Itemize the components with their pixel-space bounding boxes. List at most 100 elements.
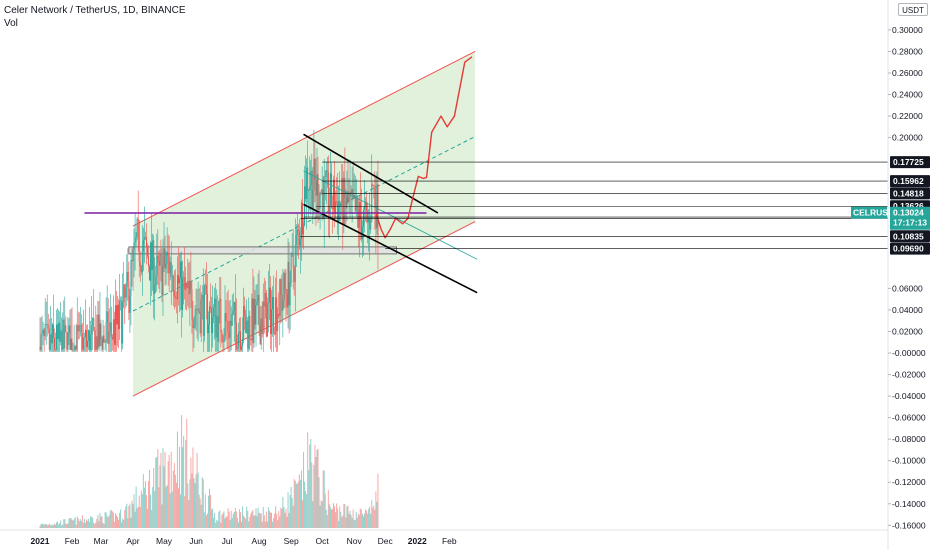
candle-body — [202, 295, 204, 336]
volume-bar — [342, 515, 344, 528]
candle-body — [314, 158, 316, 180]
volume-bar — [349, 510, 351, 528]
candle-body — [171, 276, 173, 277]
candle-body — [344, 177, 346, 198]
volume-bar — [197, 472, 199, 528]
volume-bar — [315, 456, 317, 528]
candle-body — [292, 253, 294, 269]
candle-body — [328, 205, 330, 213]
candle-body — [70, 338, 72, 350]
volume-bar — [366, 510, 368, 528]
candle-body — [56, 324, 58, 350]
volume-bar — [130, 517, 132, 528]
volume-bar — [364, 513, 366, 528]
candle-body — [60, 330, 62, 342]
candle-body — [289, 282, 291, 306]
candle-body — [205, 284, 207, 294]
volume-bar — [308, 470, 310, 528]
volume-bar — [319, 505, 321, 528]
symbol-title[interactable]: Celer Network / TetherUS, 1D, BINANCE — [4, 5, 186, 16]
volume-bar — [186, 418, 188, 528]
candle-body — [163, 248, 165, 266]
y-tick-label: 0.30000 — [892, 25, 923, 35]
candle-body — [131, 260, 133, 262]
volume-bar — [159, 465, 161, 528]
volume-bar — [348, 513, 350, 528]
volume-bar — [112, 512, 114, 528]
volume-bar — [78, 521, 80, 528]
volume-bar — [158, 487, 160, 528]
volume-bar — [136, 508, 138, 528]
price-level-badge — [890, 175, 930, 188]
volume-bar — [44, 524, 46, 528]
candle-body — [253, 298, 255, 344]
current-price-badge — [890, 206, 930, 230]
candle-body — [259, 324, 261, 345]
volume-bar — [51, 524, 53, 528]
y-tick-label: -0.00000 — [892, 348, 926, 358]
candle-body — [327, 171, 329, 213]
volume-bar — [250, 513, 252, 528]
candle-body — [139, 261, 141, 267]
volume-bar — [311, 462, 313, 528]
volume-label[interactable]: Vol — [4, 18, 18, 29]
y-tick-label: 0.26000 — [892, 68, 923, 78]
candle-body — [168, 255, 170, 274]
candle-body — [370, 221, 372, 230]
candle-body — [179, 278, 181, 284]
candle-body — [234, 302, 236, 323]
volume-bar — [91, 516, 93, 528]
candle-body — [140, 266, 142, 273]
volume-bar — [345, 517, 347, 528]
candle-body — [347, 191, 349, 202]
candle-body — [194, 314, 196, 327]
volume-bar — [223, 511, 225, 528]
y-tick-label: -0.12000 — [892, 477, 926, 487]
volume-bar — [203, 512, 205, 528]
candle-body — [97, 314, 99, 350]
volume-bar — [247, 510, 249, 528]
candle-body — [102, 335, 104, 350]
volume-bar — [69, 518, 71, 528]
price-level-label: 0.14818 — [893, 188, 924, 198]
volume-bar — [166, 485, 168, 528]
candle-body — [96, 336, 98, 350]
volume-bar — [61, 525, 63, 528]
volume-bar — [227, 508, 229, 528]
candle-body — [71, 338, 73, 350]
candle-body — [176, 275, 178, 300]
candle-body — [268, 287, 270, 303]
candle-body — [233, 302, 235, 311]
volume-bar — [194, 483, 196, 528]
candle-body — [53, 337, 55, 350]
volume-bar — [68, 518, 70, 528]
volume-bar — [238, 509, 240, 528]
volume-bar — [115, 515, 117, 528]
currency-selector[interactable]: USDT — [898, 3, 928, 16]
candle-body — [308, 190, 310, 191]
volume-bar — [121, 522, 123, 528]
candle-body — [159, 254, 161, 266]
candle-body — [350, 191, 352, 194]
volume-bar — [43, 524, 45, 528]
volume-bar — [97, 515, 99, 528]
volume-bar — [243, 515, 245, 528]
candle-body — [324, 176, 326, 178]
volume-bar — [212, 508, 214, 528]
candle-body — [218, 301, 220, 342]
candle-body — [364, 205, 366, 210]
volume-bar — [134, 511, 136, 528]
candle-body — [373, 185, 375, 186]
candle-body — [68, 325, 70, 334]
volume-bar — [189, 479, 191, 528]
volume-bar — [152, 487, 154, 528]
volume-bar — [52, 525, 54, 528]
volume-bar — [305, 491, 307, 528]
candle-body — [319, 192, 321, 208]
volume-bar — [104, 511, 106, 528]
candle-body — [43, 329, 45, 337]
candle-body — [313, 158, 315, 191]
candle-body — [109, 322, 111, 332]
